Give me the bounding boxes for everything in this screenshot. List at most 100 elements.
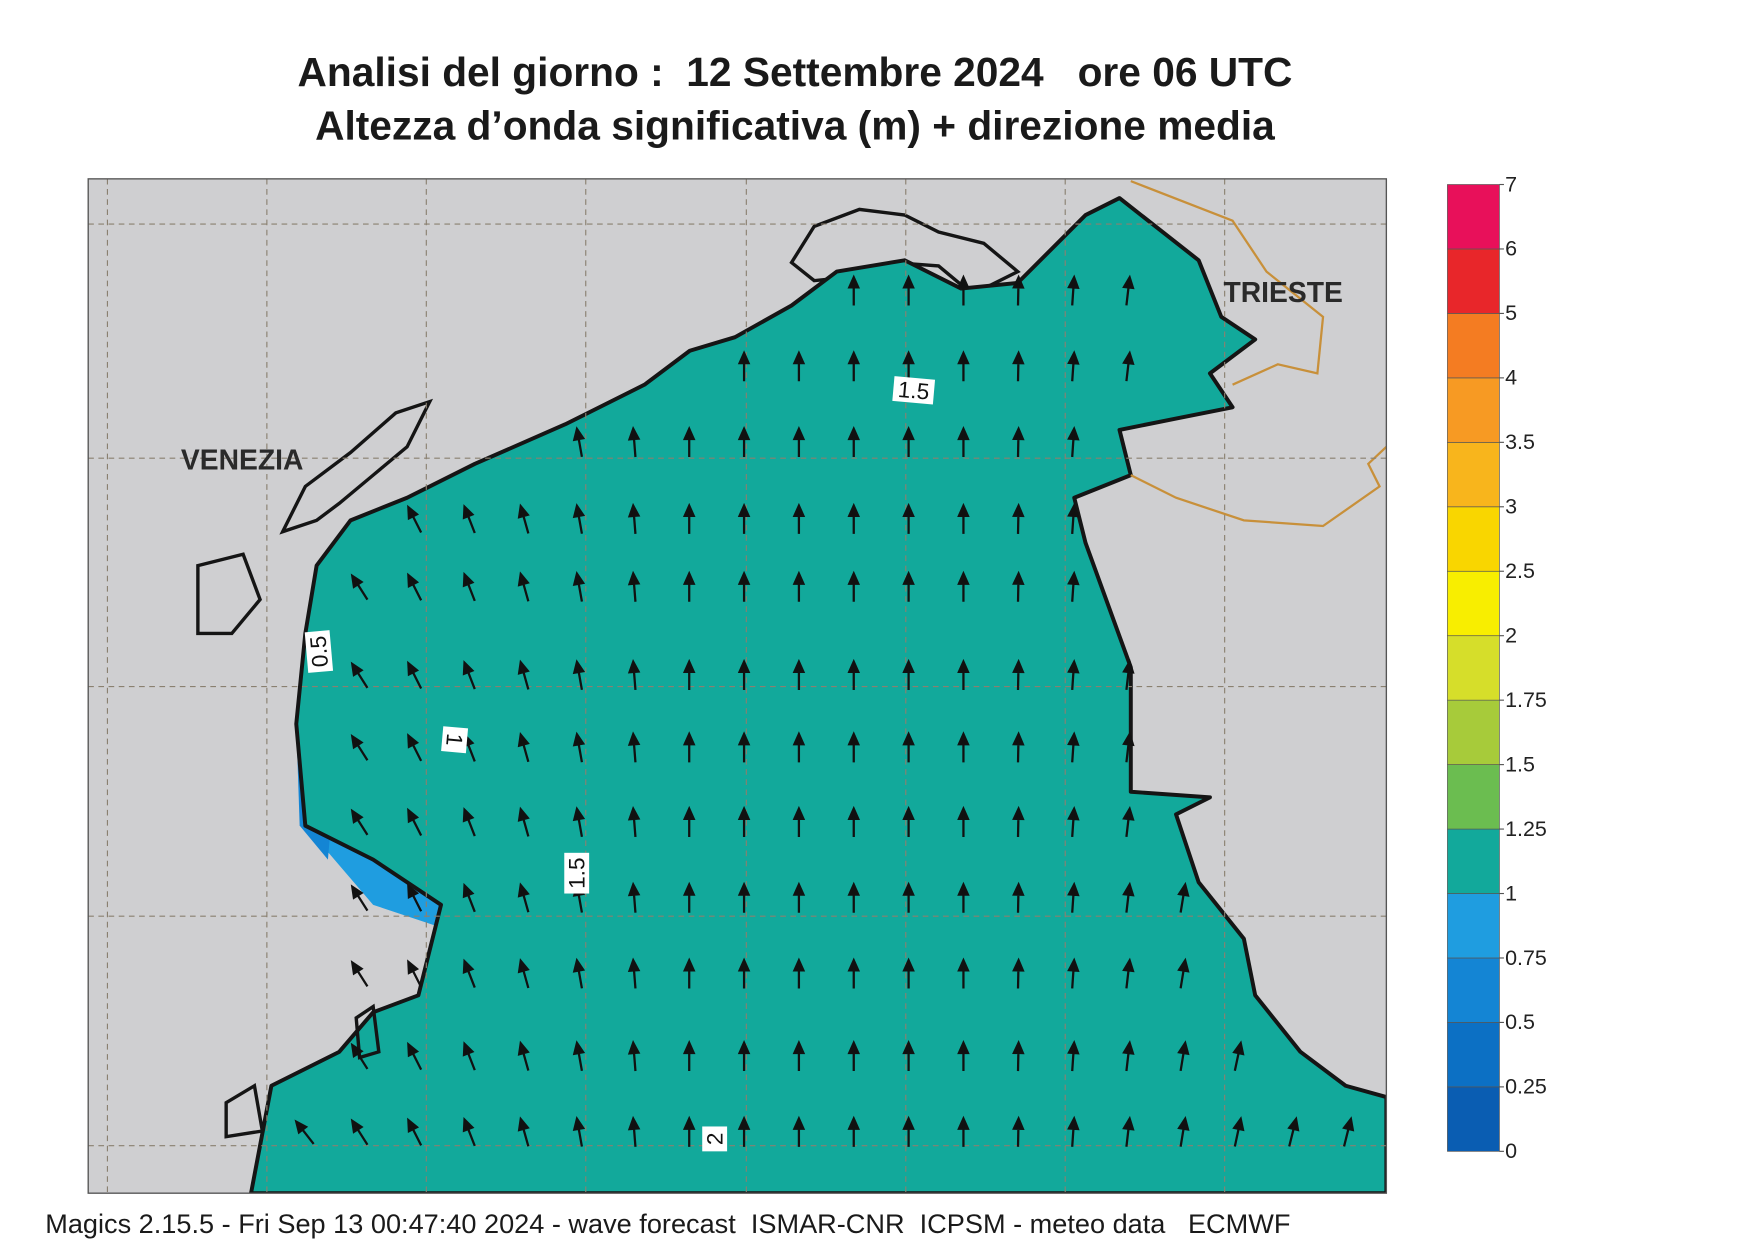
contour-label: 1.5: [564, 852, 590, 894]
arrow: [682, 570, 696, 602]
colorbar-segment: [1447, 313, 1500, 379]
arrow: [517, 1116, 530, 1147]
arrow: [1012, 1040, 1025, 1072]
wave-direction-arrows: [294, 274, 1355, 1147]
arrow: [1067, 805, 1080, 838]
arrow: [627, 658, 641, 691]
contour-label-text: 1: [441, 732, 467, 747]
arrow: [847, 274, 861, 306]
arrow: [517, 1040, 530, 1071]
arrow: [627, 731, 641, 763]
arrow: [902, 350, 915, 382]
label-box: [441, 726, 469, 754]
arrow: [737, 658, 751, 690]
arrow: [1122, 350, 1135, 382]
arrow: [462, 571, 476, 602]
arrow: [792, 502, 806, 534]
colorbar-segment: [1447, 1086, 1500, 1152]
arrow: [1067, 881, 1080, 913]
contour-label-text: 0.5: [305, 635, 333, 668]
arrow: [1287, 1116, 1300, 1147]
arrow: [407, 660, 423, 690]
colorbar-segment: [1447, 377, 1500, 443]
arrow: [847, 805, 861, 837]
colorbar-label: 1.5: [1505, 752, 1535, 776]
arrow: [792, 425, 806, 458]
arrow: [957, 425, 970, 458]
map-frame: [87, 178, 1388, 1194]
arrow: [517, 659, 530, 690]
arrow: [572, 806, 586, 837]
arrow: [847, 881, 861, 913]
arrow: [1067, 502, 1080, 534]
colorbar-segment: [1447, 957, 1500, 1023]
arrow: [847, 502, 861, 534]
arrow: [1342, 1116, 1355, 1147]
colorbar-segment: [1447, 184, 1500, 250]
arrow: [572, 731, 586, 763]
arrow: [682, 425, 696, 458]
arrow: [847, 570, 861, 602]
arrow: [350, 734, 369, 761]
arrow: [572, 570, 586, 602]
arrow: [1012, 425, 1025, 458]
arrow: [957, 805, 970, 837]
colorbar-label: 4: [1505, 366, 1517, 390]
colorbar-label: 1.75: [1505, 688, 1547, 712]
arrow: [462, 882, 476, 913]
contour-label: 0.5: [304, 630, 333, 673]
arrow: [847, 957, 861, 989]
arrow: [902, 805, 915, 837]
contour-label: 1: [441, 726, 469, 754]
arrow: [792, 957, 806, 989]
arrow: [737, 957, 751, 989]
arrow: [627, 1115, 641, 1147]
arrow: [1067, 731, 1080, 763]
map-area: VENEZIA TRIESTE 1.5 0.5 1 1.5 2: [88, 178, 1387, 1194]
arrow: [792, 350, 806, 382]
arrow: [572, 659, 586, 690]
arrow: [792, 1040, 806, 1072]
arrow: [1012, 957, 1025, 989]
arrow: [517, 571, 530, 602]
arrow: [682, 1115, 696, 1147]
arrow: [350, 808, 369, 836]
lagoon-outline: [196, 398, 434, 1139]
arrow: [847, 658, 861, 690]
arrow: [957, 570, 970, 602]
arrow: [902, 502, 915, 534]
arrow: [627, 426, 641, 458]
arrow: [902, 658, 915, 690]
arrow: [462, 958, 476, 988]
colorbar-label: 6: [1505, 237, 1517, 261]
arrow: [1012, 881, 1025, 913]
arrow: [517, 503, 530, 534]
arrow: [682, 731, 696, 763]
subtitle: Altezza d’onda significativa (m) + direz…: [315, 102, 1275, 148]
arrow: [1122, 1115, 1135, 1147]
arrow: [847, 425, 861, 458]
footer: Magics 2.15.5 - Fri Sep 13 00:47:40 2024…: [45, 1208, 1290, 1239]
arrow: [792, 805, 806, 837]
arrow: [737, 502, 751, 534]
label-box: [702, 1126, 728, 1152]
arrow: [737, 1115, 751, 1147]
colorbar-label: 1.25: [1505, 817, 1547, 841]
arrow: [957, 658, 970, 690]
arrow: [1012, 502, 1025, 534]
arrow: [572, 957, 586, 989]
arrow: [627, 805, 641, 838]
colorbar-label: 3.5: [1505, 430, 1535, 454]
colorbar-label: 1: [1505, 881, 1517, 905]
arrow: [1012, 570, 1025, 602]
colorbar-label: 7: [1505, 172, 1517, 196]
arrow: [792, 1115, 806, 1147]
arrow: [847, 1115, 861, 1147]
label-box: [892, 376, 936, 405]
arrow: [682, 502, 696, 534]
arrow: [462, 1041, 476, 1071]
arrow: [957, 731, 970, 763]
arrow: [350, 1042, 369, 1070]
arrow: [1122, 659, 1135, 691]
arrow: [462, 504, 476, 534]
